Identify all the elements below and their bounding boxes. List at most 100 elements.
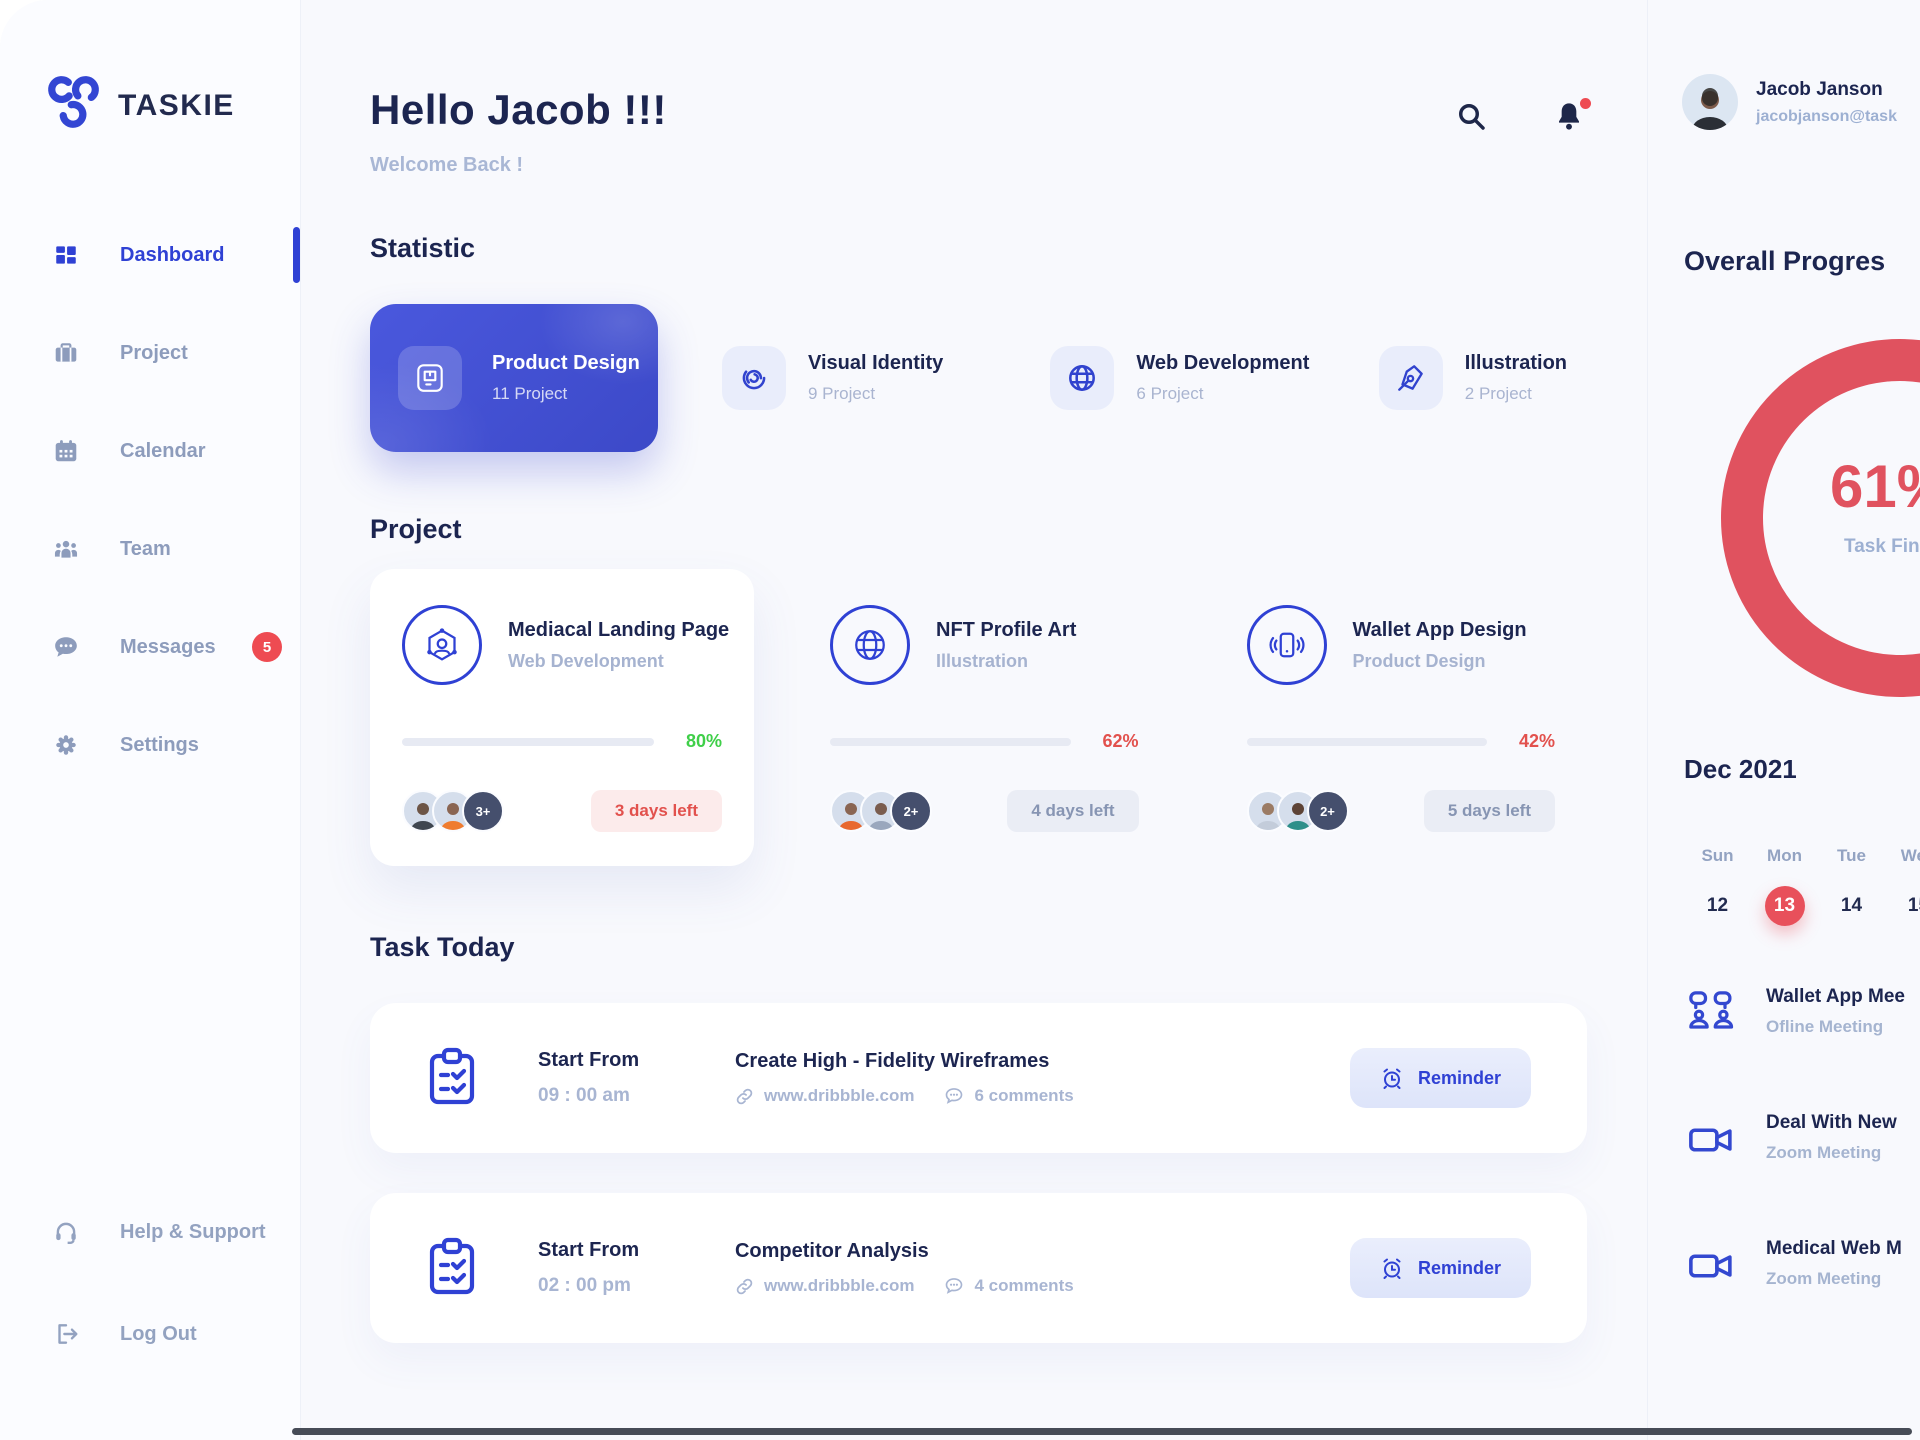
sidebar-item-calendar[interactable]: Calendar xyxy=(0,425,300,477)
avatar-more-count[interactable]: 2+ xyxy=(890,790,932,832)
globe-icon xyxy=(830,605,910,685)
calendar-date[interactable]: 15 xyxy=(1907,895,1920,916)
project-title: Project xyxy=(370,514,462,544)
task-start-label: Start From xyxy=(538,1049,640,1071)
meeting-item[interactable]: Deal With New Zoom Meeting xyxy=(1686,1112,1920,1171)
stat-count: 6 Project xyxy=(1136,384,1204,403)
gear-icon xyxy=(52,731,80,759)
task-link[interactable]: www.dribbble.com xyxy=(735,1276,914,1296)
headset-icon xyxy=(52,1218,80,1246)
progress-label: 80% xyxy=(685,731,722,751)
stat-title: Web Development xyxy=(1136,352,1310,374)
sidebar-item-label: Settings xyxy=(120,733,199,756)
comment-icon xyxy=(946,1278,963,1294)
briefcase-icon xyxy=(52,339,80,367)
overall-progress-title: Overall Progres xyxy=(1684,246,1886,276)
brand-name: TASKIE xyxy=(118,88,235,122)
meeting-item[interactable]: Wallet App Mee Ofline Meeting xyxy=(1686,986,1920,1045)
alarm-clock-icon xyxy=(1383,1258,1401,1279)
task-start-label: Start From xyxy=(538,1239,640,1261)
active-indicator xyxy=(293,227,300,283)
user-email: jacobjanson@task xyxy=(1756,107,1897,125)
sidebar-item-team[interactable]: Team xyxy=(0,523,300,575)
window-bottom-edge xyxy=(292,1428,1912,1435)
calendar-date[interactable]: 12 xyxy=(1706,895,1729,916)
sidebar-item-messages[interactable]: Messages 5 xyxy=(0,621,300,673)
meeting-item[interactable]: Medical Web M Zoom Meeting xyxy=(1686,1238,1920,1297)
statistic-cards: Product Design 11 Project Visual Identit… xyxy=(370,304,1587,452)
sidebar-item-help-support[interactable]: Help & Support xyxy=(0,1206,300,1258)
statistic-section: Statistic Product Design 11 Project xyxy=(370,233,1587,452)
sidebar-item-label: Team xyxy=(120,537,171,560)
stat-count: 9 Project xyxy=(808,384,876,403)
project-category: Web Development xyxy=(508,650,664,671)
header: Hello Jacob !!! Welcome Back ! xyxy=(370,86,1591,177)
video-camera-icon xyxy=(1686,1112,1738,1171)
calendar-date[interactable]: 14 xyxy=(1840,895,1863,916)
overall-progress-percent: 61% xyxy=(1830,453,1920,520)
calendar-date-selected[interactable]: 13 xyxy=(1751,884,1818,928)
progress-bar: 42% xyxy=(1246,731,1555,752)
chat-icon xyxy=(52,633,80,661)
avatar-group: 2+ xyxy=(830,790,932,832)
days-left-badge: 4 days left xyxy=(1007,790,1139,832)
project-cards: Mediacal Landing Page Web Development 80… xyxy=(370,569,1587,866)
user-name: Jacob Janson xyxy=(1756,78,1883,100)
search-icon[interactable] xyxy=(1455,100,1489,134)
user-profile[interactable]: Jacob Janson jacobjanson@task xyxy=(1682,74,1920,130)
team-icon xyxy=(52,535,80,563)
stat-card-web-development[interactable]: Web Development 6 Project xyxy=(1050,346,1378,410)
calendar-icon xyxy=(52,437,80,465)
bell-icon[interactable] xyxy=(1553,98,1591,134)
stat-title: Product Design xyxy=(492,352,640,374)
swirl-icon xyxy=(722,346,786,410)
stat-card-product-design[interactable]: Product Design 11 Project xyxy=(370,304,658,452)
days-left-badge: 5 days left xyxy=(1423,790,1555,832)
sidebar-nav: Dashboard Project xyxy=(0,227,300,771)
globe-icon xyxy=(1050,346,1115,410)
project-card-wallet-app[interactable]: Wallet App Design Product Design 42% 2+ xyxy=(1215,569,1588,866)
meeting-type: Zoom Meeting xyxy=(1766,1269,1882,1288)
task-name: Create High - Fidelity Wireframes xyxy=(734,1050,1050,1072)
stat-card-illustration[interactable]: Illustration 2 Project xyxy=(1378,346,1568,410)
stat-title: Illustration xyxy=(1464,352,1568,374)
reminder-button[interactable]: Reminder xyxy=(1349,1048,1531,1108)
progress-bar: 80% xyxy=(402,731,722,752)
sidebar-item-settings[interactable]: Settings xyxy=(0,719,300,771)
link-icon xyxy=(736,1088,753,1104)
sidebar-item-project[interactable]: Project xyxy=(0,327,300,379)
comment-icon xyxy=(946,1088,963,1104)
sidebar-item-label: Calendar xyxy=(120,439,206,462)
task-comments[interactable]: 6 comments xyxy=(944,1086,1074,1106)
pen-nib-icon xyxy=(1378,346,1443,410)
avatar-more-count[interactable]: 3+ xyxy=(462,790,504,832)
task-row[interactable]: Start From 02 : 00 pm Competitor Analysi… xyxy=(370,1193,1587,1343)
task-comments[interactable]: 4 comments xyxy=(944,1276,1074,1296)
project-card-nft-profile[interactable]: NFT Profile Art Illustration 62% 2+ xyxy=(798,569,1171,866)
task-row[interactable]: Start From 09 : 00 am Create High - Fide… xyxy=(370,1003,1587,1153)
video-camera-icon xyxy=(1686,1238,1738,1297)
project-name: Mediacal Landing Page xyxy=(508,618,730,641)
sidebar-item-label: Project xyxy=(120,341,188,364)
task-link[interactable]: www.dribbble.com xyxy=(735,1086,914,1106)
page-title: Hello Jacob !!! xyxy=(370,86,667,133)
avatar-more-count[interactable]: 2+ xyxy=(1306,790,1349,832)
task-name: Competitor Analysis xyxy=(734,1240,929,1262)
package-icon xyxy=(398,346,462,410)
main-content: Hello Jacob !!! Welcome Back ! xyxy=(300,0,1647,1440)
sidebar-item-label: Messages xyxy=(120,635,216,658)
sidebar-item-dashboard[interactable]: Dashboard xyxy=(0,227,300,283)
taskie-logo-icon xyxy=(44,74,102,137)
project-name: Wallet App Design xyxy=(1352,618,1527,641)
stat-title: Visual Identity xyxy=(808,352,944,374)
meeting-title: Wallet App Mee xyxy=(1766,986,1905,1007)
logout-icon xyxy=(52,1320,80,1348)
stat-card-visual-identity[interactable]: Visual Identity 9 Project xyxy=(722,346,1050,410)
sidebar-item-logout[interactable]: Log Out xyxy=(0,1308,300,1360)
project-card-medical-landing[interactable]: Mediacal Landing Page Web Development 80… xyxy=(370,569,754,866)
clipboard-icon xyxy=(420,1044,484,1113)
reminder-button[interactable]: Reminder xyxy=(1349,1238,1531,1298)
overall-progress-donut xyxy=(1721,339,1920,697)
meeting-type: Zoom Meeting xyxy=(1766,1143,1882,1162)
task-time: 09 : 00 am xyxy=(538,1085,630,1106)
